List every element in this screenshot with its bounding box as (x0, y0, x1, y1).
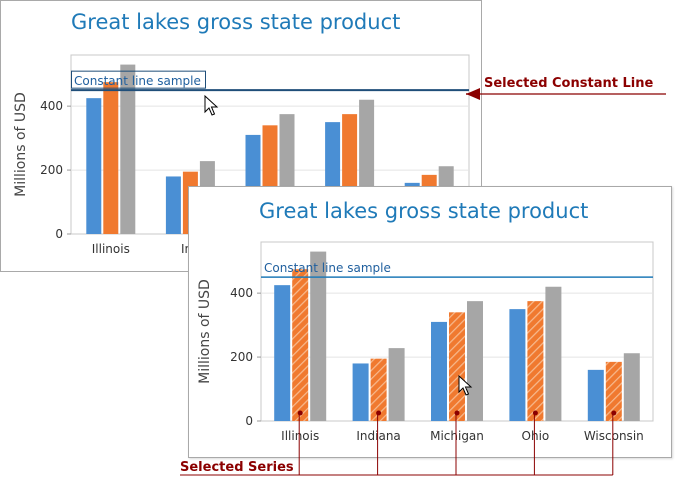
x-tick-label: Wisconsin (584, 429, 644, 443)
bar-ohio-series-3 (545, 286, 562, 421)
bar-wisconsin-series-1 (587, 369, 604, 421)
x-tick-label: Michigan (430, 429, 484, 443)
y-tick-label: 200 (230, 350, 253, 364)
bar-illinois-series-2 (103, 82, 119, 234)
bar-ohio-series-1 (509, 309, 526, 421)
bar-indiana-series-1 (165, 176, 181, 234)
chart-title: Great lakes gross state product (71, 10, 401, 34)
constant-line-label: Constant line sample (264, 261, 391, 275)
bar-ohio-series-2 (527, 301, 544, 421)
y-tick-label: 400 (230, 286, 253, 300)
constant-line-label: Constant line sample (74, 74, 201, 88)
x-tick-label: Indiana (356, 429, 400, 443)
y-tick-label: 0 (245, 414, 253, 428)
annotation-arrowhead (466, 88, 480, 100)
mouse-cursor-icon (458, 374, 473, 396)
bar-illinois-series-3 (120, 64, 136, 234)
x-tick-label: Ohio (522, 429, 550, 443)
bar-indiana-series-3 (388, 348, 405, 421)
y-axis-title: Millions of USD (197, 279, 213, 384)
constant-line-selection-box (71, 70, 206, 89)
bar-michigan-series-3 (467, 301, 483, 421)
bar-illinois-series-1 (86, 98, 102, 234)
bar-michigan-series-2 (449, 312, 465, 421)
y-tick-label: 200 (40, 163, 63, 177)
x-tick-label: Illinois (92, 242, 130, 256)
selected-constant-line-label: Selected Constant Line (484, 76, 654, 91)
bar-wisconsin-series-3 (623, 353, 640, 421)
selected-series-label: Selected Series (180, 460, 294, 475)
bar-indiana-series-1 (352, 363, 369, 421)
bar-illinois-series-2 (292, 269, 309, 421)
bar-wisconsin-series-2 (605, 361, 622, 421)
bar-michigan-series-1 (431, 321, 447, 421)
y-tick-label: 400 (40, 99, 63, 113)
bar-illinois-series-1 (274, 285, 291, 421)
bar-indiana-series-2 (370, 358, 387, 421)
y-axis-title: Millions of USD (13, 92, 29, 197)
chart-panel-front: Great lakes gross state product 0 200 400 M… (188, 186, 672, 458)
bar-illinois-series-3 (310, 251, 327, 421)
chart-title: Great lakes gross state product (259, 199, 589, 223)
bar-chart-front: 0 200 400 Millions of USD Illinois Indiana Mic… (197, 241, 654, 443)
y-tick-label: 0 (55, 227, 63, 241)
x-tick-label: Illinois (281, 429, 319, 443)
mouse-cursor-icon (204, 94, 219, 116)
